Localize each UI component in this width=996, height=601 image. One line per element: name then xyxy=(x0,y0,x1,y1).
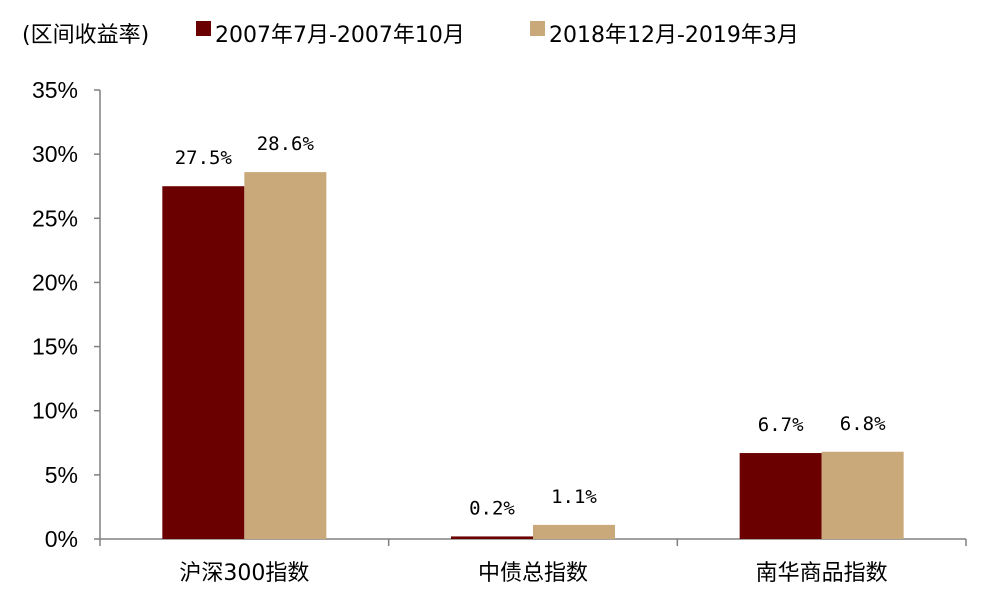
bars xyxy=(162,172,904,540)
y-tick-label: 15% xyxy=(32,334,78,360)
bar-series-1 xyxy=(739,453,822,539)
data-label-series-2: 6.8% xyxy=(840,413,886,435)
legend-label-series-1: 2007年7月-2007年10月 xyxy=(215,23,465,48)
y-tick-label: 5% xyxy=(45,462,78,488)
y-tick-label: 30% xyxy=(32,141,78,167)
data-labels: 27.5% 0.2% 6.7% 28.6% 1.1% 6.8% xyxy=(175,133,886,519)
bar-series-2 xyxy=(244,172,327,540)
x-tick-label: 沪深300指数 xyxy=(179,561,309,586)
axes: 0% 5% 10% 15% 20% 25% 30% 35% 沪深300指数 中债总指数 南华商品指数 xyxy=(32,77,967,586)
data-label-series-1: 27.5% xyxy=(175,147,233,169)
y-tick-label: 10% xyxy=(32,398,78,424)
data-label-series-1: 0.2% xyxy=(469,497,515,519)
bar-series-1 xyxy=(162,186,245,539)
legend-label-series-2: 2018年12月-2019年3月 xyxy=(549,23,799,48)
x-tick-label: 南华商品指数 xyxy=(756,561,888,586)
data-label-series-2: 28.6% xyxy=(257,133,315,155)
x-tick-label: 中债总指数 xyxy=(478,561,588,586)
y-tick-label: 25% xyxy=(32,205,78,231)
data-label-series-1: 6.7% xyxy=(758,414,804,436)
legend-swatch-series-1 xyxy=(196,21,211,36)
bar-series-2 xyxy=(533,524,615,539)
y-tick-label: 35% xyxy=(32,77,78,103)
legend-swatch-series-2 xyxy=(530,21,545,36)
y-axis-label: (区间收益率) xyxy=(22,23,149,48)
bar-series-2 xyxy=(821,451,904,539)
y-tick-label: 0% xyxy=(45,526,78,552)
data-label-series-2: 1.1% xyxy=(551,486,597,508)
bar-series-1 xyxy=(451,536,533,539)
legend: (区间收益率) 2007年7月-2007年10月 2018年12月-2019年3… xyxy=(22,21,799,48)
y-tick-label: 20% xyxy=(32,269,78,295)
